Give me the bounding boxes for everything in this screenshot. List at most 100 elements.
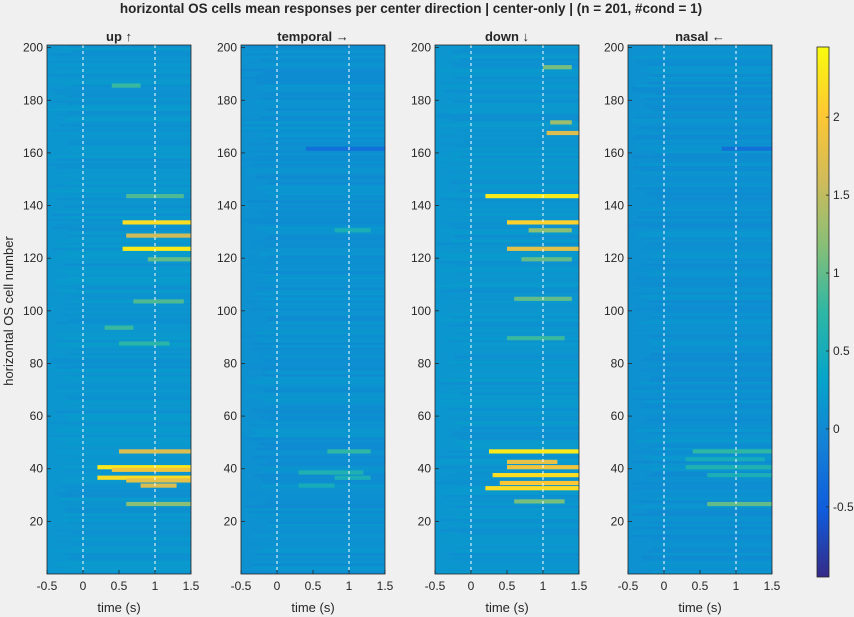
- heatmap-row-texture: [61, 208, 192, 211]
- heatmap-row-texture: [450, 389, 579, 393]
- heatmap-row-texture: [633, 476, 772, 480]
- heatmap-texture: [47, 45, 192, 575]
- y-tick-label: 120: [411, 251, 431, 265]
- heatmap-row-texture: [66, 76, 191, 80]
- heatmap-cell-13: [492, 473, 579, 478]
- heatmap-row-texture: [66, 181, 191, 185]
- heatmap-row-texture: [655, 179, 772, 182]
- heatmap-row-texture: [461, 342, 579, 346]
- heatmap-cell-9: [119, 449, 191, 454]
- heatmap-row-texture: [435, 347, 579, 351]
- heatmap-row-texture: [67, 110, 191, 114]
- heatmap-row-texture: [448, 526, 579, 530]
- heatmap-row-texture: [628, 487, 772, 490]
- heatmap-row-texture: [631, 426, 772, 430]
- heatmap-row-texture: [449, 79, 579, 82]
- heatmap-row-texture: [440, 81, 579, 85]
- heatmap-row-texture: [69, 187, 191, 190]
- heatmap-row-texture: [649, 300, 772, 303]
- heatmap-row-texture: [64, 508, 191, 511]
- heatmap-row-texture: [243, 55, 385, 59]
- heatmap-row-texture: [65, 571, 191, 575]
- heatmap-row-texture: [54, 408, 191, 411]
- heatmap-row-texture: [639, 174, 772, 177]
- heatmap-row-texture: [55, 329, 191, 332]
- heatmap-row-texture: [241, 76, 385, 80]
- heatmap-row-texture: [244, 392, 385, 396]
- heatmap-row-texture: [453, 281, 579, 285]
- heatmap-row-texture: [49, 345, 192, 348]
- heatmap-row-texture: [641, 484, 772, 488]
- heatmap-row-texture: [435, 126, 579, 130]
- heatmap-row-texture: [248, 168, 385, 172]
- heatmap-row-texture: [252, 534, 385, 538]
- heatmap-cell-3: [147, 257, 191, 262]
- heatmap-row-texture: [256, 229, 385, 232]
- heatmap-cell-4: [334, 475, 371, 480]
- heatmap-cell-1: [692, 449, 772, 454]
- heatmap-row-texture: [73, 347, 191, 351]
- heatmap-row-texture: [451, 429, 579, 432]
- heatmap-row-texture: [258, 266, 385, 269]
- heatmap-row-texture: [633, 568, 772, 572]
- heatmap-row-texture: [52, 463, 191, 467]
- heatmap-row-texture: [256, 226, 385, 230]
- heatmap-row-texture: [59, 55, 192, 59]
- heatmap-row-texture: [636, 429, 772, 432]
- heatmap-row-texture: [243, 66, 385, 69]
- heatmap-row-texture: [50, 545, 192, 548]
- heatmap-row-texture: [263, 389, 385, 393]
- heatmap-row-texture: [635, 276, 772, 280]
- heatmap-row-texture: [68, 542, 191, 546]
- heatmap-row-texture: [259, 202, 385, 206]
- heatmap-row-texture: [266, 289, 385, 293]
- heatmap-row-texture: [646, 508, 772, 511]
- heatmap-row-texture: [254, 105, 385, 109]
- heatmap-row-texture: [251, 439, 385, 443]
- heatmap-row-texture: [258, 416, 385, 419]
- heatmap-row-texture: [67, 510, 191, 514]
- heatmap-row-texture: [75, 287, 191, 290]
- heatmap-row-texture: [454, 76, 579, 80]
- heatmap-row-texture: [242, 126, 385, 130]
- panel-1: -0.5 0 0.5 1 1.5 20 40 60 80 100 120 140 160 180 200 te…: [217, 29, 394, 615]
- heatmap-row-texture: [640, 168, 772, 172]
- heatmap-row-texture: [267, 276, 385, 280]
- x-tick-label: 0: [468, 579, 475, 593]
- heatmap-row-texture: [58, 105, 192, 109]
- heatmap-row-texture: [640, 142, 772, 146]
- heatmap-row-texture: [268, 305, 385, 309]
- heatmap-row-texture: [47, 474, 191, 477]
- heatmap-row-texture: [656, 302, 772, 306]
- heatmap-row-texture: [248, 510, 385, 514]
- heatmap-row-texture: [266, 108, 385, 111]
- heatmap-row-texture: [260, 313, 385, 317]
- heatmap-row-texture: [435, 345, 579, 348]
- y-tick-label: 180: [217, 93, 237, 107]
- heatmap-row-texture: [648, 334, 772, 338]
- heatmap-row-texture: [253, 429, 385, 432]
- heatmap-row-texture: [642, 566, 772, 569]
- heatmap-row-texture: [629, 110, 772, 114]
- heatmap-row-texture: [644, 237, 772, 240]
- heatmap-row-texture: [75, 447, 191, 451]
- heatmap-row-texture: [648, 226, 772, 230]
- heatmap-row-texture: [263, 368, 385, 372]
- heatmap-row-texture: [248, 268, 385, 272]
- heatmap-row-texture: [454, 234, 579, 238]
- y-tick-label: 180: [411, 93, 431, 107]
- heatmap-row-texture: [73, 134, 191, 138]
- heatmap-row-texture: [453, 100, 579, 103]
- heatmap-row-texture: [458, 129, 579, 132]
- heatmap-row-texture: [63, 395, 191, 398]
- heatmap-row-texture: [656, 434, 772, 438]
- heatmap-row-texture: [244, 279, 385, 282]
- heatmap-row-texture: [268, 247, 385, 251]
- heatmap-row-texture: [650, 313, 772, 317]
- heatmap-cell-5: [528, 228, 572, 233]
- heatmap-row-texture: [55, 255, 191, 259]
- heatmap-row-texture: [70, 374, 191, 377]
- heatmap-row-texture: [654, 542, 772, 546]
- heatmap-row-texture: [64, 413, 191, 417]
- heatmap-row-texture: [53, 66, 192, 69]
